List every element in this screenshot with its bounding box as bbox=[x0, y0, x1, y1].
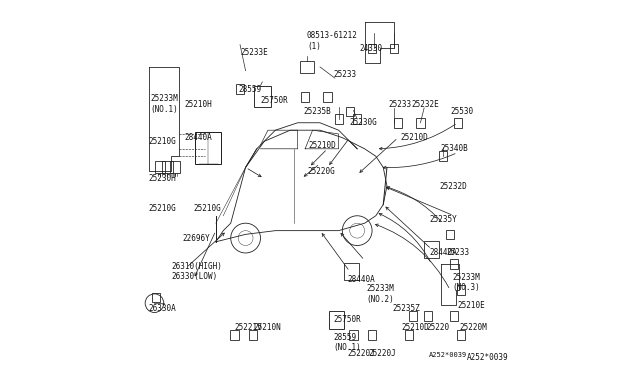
Text: 25210E: 25210E bbox=[458, 301, 485, 310]
Text: 25220G: 25220G bbox=[307, 167, 335, 176]
Text: 25235Z: 25235Z bbox=[392, 304, 420, 313]
Bar bbox=[249, 330, 257, 340]
Bar bbox=[323, 92, 332, 102]
Text: 25233M
(NO.1): 25233M (NO.1) bbox=[151, 94, 179, 114]
Text: 28559: 28559 bbox=[238, 85, 261, 94]
Text: 28440A: 28440A bbox=[348, 275, 376, 283]
Text: 25750R: 25750R bbox=[333, 315, 361, 324]
Text: 25233: 25233 bbox=[447, 248, 470, 257]
Text: A252*0039: A252*0039 bbox=[429, 352, 467, 358]
Text: 25235Y: 25235Y bbox=[429, 215, 458, 224]
Bar bbox=[450, 311, 458, 321]
Text: 25210D: 25210D bbox=[309, 141, 337, 150]
Text: 25230G: 25230G bbox=[349, 118, 378, 127]
Bar bbox=[390, 44, 399, 53]
Text: 25220J: 25220J bbox=[348, 349, 376, 358]
Bar bbox=[335, 114, 342, 124]
Text: 25232D: 25232D bbox=[439, 182, 467, 190]
Bar bbox=[424, 241, 439, 257]
Text: 25220: 25220 bbox=[426, 323, 449, 332]
Text: 28559
(NO.1): 28559 (NO.1) bbox=[333, 333, 361, 352]
Bar bbox=[368, 44, 376, 53]
Text: 26330A: 26330A bbox=[148, 304, 176, 313]
Text: 26310(HIGH)
26330(LOW): 26310(HIGH) 26330(LOW) bbox=[172, 262, 222, 281]
Bar bbox=[330, 311, 344, 329]
Text: A252*0039: A252*0039 bbox=[467, 353, 509, 362]
Text: 25210G: 25210G bbox=[148, 204, 176, 213]
Text: 25233M
(NO.2): 25233M (NO.2) bbox=[367, 284, 394, 304]
Bar bbox=[301, 92, 309, 102]
Text: 24330: 24330 bbox=[359, 44, 382, 53]
Bar bbox=[457, 330, 465, 340]
Text: 22696Y: 22696Y bbox=[182, 234, 210, 243]
Bar bbox=[368, 330, 376, 340]
Bar bbox=[236, 84, 244, 94]
Bar bbox=[346, 107, 354, 116]
Text: 25233: 25233 bbox=[389, 100, 412, 109]
Text: 25221V: 25221V bbox=[234, 323, 262, 332]
Text: 28440A: 28440A bbox=[429, 248, 458, 257]
Bar bbox=[353, 114, 362, 124]
Text: 25235B: 25235B bbox=[303, 107, 331, 116]
Text: 25530: 25530 bbox=[450, 107, 474, 116]
Bar bbox=[438, 151, 447, 161]
Bar bbox=[424, 311, 432, 321]
Text: 25210N: 25210N bbox=[253, 323, 281, 332]
Text: 28440A: 28440A bbox=[184, 133, 212, 142]
Bar bbox=[450, 259, 458, 269]
Text: 08513-61212
(1): 08513-61212 (1) bbox=[307, 31, 358, 51]
Bar bbox=[344, 263, 359, 280]
Text: 25220J: 25220J bbox=[369, 349, 396, 358]
Bar bbox=[195, 132, 221, 164]
Text: 25233E: 25233E bbox=[240, 48, 268, 57]
Bar bbox=[349, 330, 358, 340]
Text: 25230H: 25230H bbox=[148, 174, 176, 183]
Bar bbox=[417, 118, 424, 128]
Bar bbox=[409, 311, 417, 321]
Bar bbox=[155, 161, 165, 173]
Text: 25750R: 25750R bbox=[260, 96, 288, 105]
Text: 25210G: 25210G bbox=[148, 137, 176, 146]
Text: 25233M
(NO.3): 25233M (NO.3) bbox=[452, 273, 480, 292]
Text: 25210H: 25210H bbox=[184, 100, 212, 109]
Bar bbox=[457, 285, 465, 295]
Bar bbox=[230, 330, 239, 340]
Bar bbox=[170, 161, 180, 173]
Text: 25220M: 25220M bbox=[460, 323, 487, 332]
Text: 25210G: 25210G bbox=[193, 204, 221, 213]
Bar bbox=[446, 230, 454, 239]
Bar bbox=[163, 161, 173, 173]
Text: 25233: 25233 bbox=[333, 70, 356, 79]
Bar bbox=[152, 293, 161, 302]
Text: 25210D: 25210D bbox=[400, 133, 428, 142]
Text: 25340B: 25340B bbox=[441, 144, 468, 153]
Bar bbox=[394, 118, 402, 128]
Bar bbox=[454, 118, 461, 128]
Bar bbox=[254, 86, 271, 107]
Bar bbox=[405, 330, 413, 340]
Text: 25232E: 25232E bbox=[411, 100, 439, 109]
Bar bbox=[300, 61, 314, 73]
Text: 25210D: 25210D bbox=[402, 323, 429, 332]
